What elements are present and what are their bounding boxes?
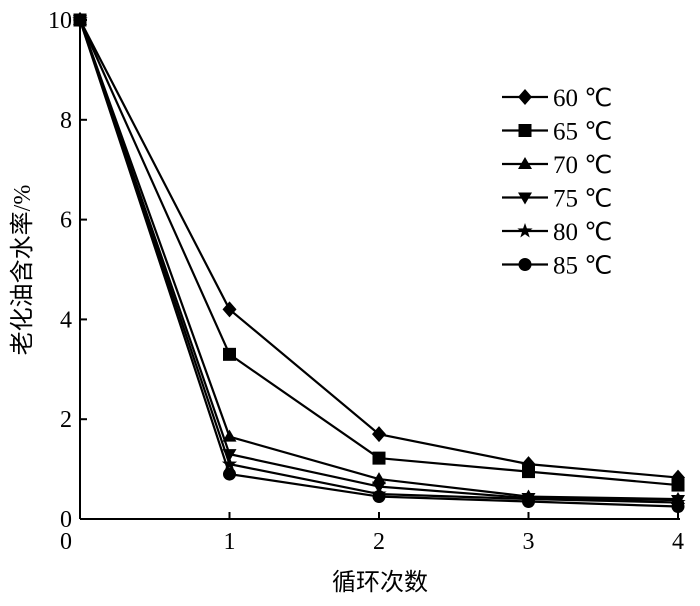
x-tick-label: 4 xyxy=(672,529,684,555)
y-tick-label: 4 xyxy=(60,307,72,333)
marker-star xyxy=(517,223,533,238)
x-tick-label: 2 xyxy=(373,529,385,555)
marker-triangle-up xyxy=(222,429,237,442)
legend-label: 60 ℃ xyxy=(553,85,612,112)
marker-circle xyxy=(223,467,236,481)
y-axis-label: 老化油含水率/% xyxy=(9,185,36,356)
marker-diamond xyxy=(518,89,532,105)
y-tick-label: 8 xyxy=(60,108,72,134)
legend-label: 75 ℃ xyxy=(553,186,612,213)
marker-triangle-down xyxy=(518,192,532,205)
series-0 xyxy=(73,12,685,486)
legend-label: 65 ℃ xyxy=(553,119,612,146)
y-tick-label: 6 xyxy=(60,208,72,234)
legend-item: 85 ℃ xyxy=(502,253,612,280)
series-5 xyxy=(73,13,685,514)
legend-item: 70 ℃ xyxy=(502,152,612,179)
legend-label: 85 ℃ xyxy=(553,253,612,280)
legend-item: 60 ℃ xyxy=(502,85,612,112)
marker-diamond xyxy=(372,426,386,443)
marker-diamond xyxy=(222,301,237,318)
legend-label: 70 ℃ xyxy=(553,152,612,179)
marker-square xyxy=(518,124,532,137)
marker-triangle-up xyxy=(372,472,386,485)
marker-circle xyxy=(522,495,535,509)
legend-item: 80 ℃ xyxy=(502,219,612,246)
marker-square xyxy=(671,478,685,492)
marker-triangle-up xyxy=(518,157,532,169)
marker-circle xyxy=(518,258,532,271)
marker-square xyxy=(372,451,386,465)
x-tick-label: 3 xyxy=(523,529,535,555)
y-tick-label: 10 xyxy=(48,8,72,34)
legend-item: 65 ℃ xyxy=(502,119,612,146)
marker-circle xyxy=(671,500,685,514)
marker-star xyxy=(221,456,238,471)
x-tick-label: 0 xyxy=(60,529,72,555)
y-tick-label: 0 xyxy=(60,507,72,533)
marker-square xyxy=(223,347,236,361)
legend-label: 80 ℃ xyxy=(553,219,612,246)
x-axis-label: 循环次数 xyxy=(332,569,428,596)
marker-circle xyxy=(73,13,87,27)
legend-item: 75 ℃ xyxy=(502,186,612,213)
marker-circle xyxy=(372,490,386,504)
marker-square xyxy=(522,465,535,479)
y-tick-label: 2 xyxy=(60,407,72,433)
x-tick-label: 1 xyxy=(224,529,236,555)
